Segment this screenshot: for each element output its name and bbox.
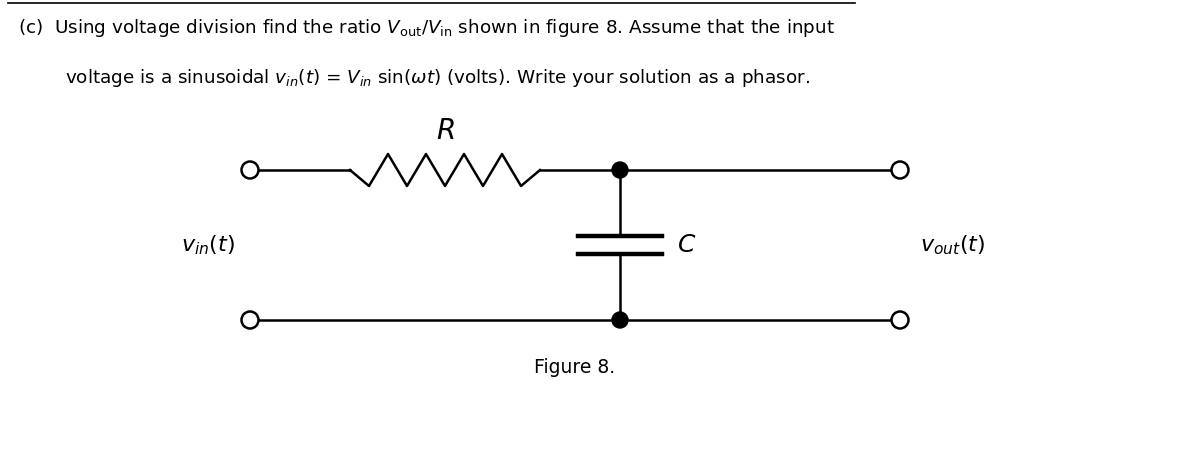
Text: voltage is a sinusoidal $v_{in}(t)$ = $V_{in}$ sin($\omega t$) (volts). Write yo: voltage is a sinusoidal $v_{in}(t)$ = $V… xyxy=(65,67,810,89)
Circle shape xyxy=(612,162,628,178)
Circle shape xyxy=(241,162,258,178)
Text: $C$: $C$ xyxy=(677,233,696,257)
Text: $v_{in}(t)$: $v_{in}(t)$ xyxy=(181,233,235,257)
Circle shape xyxy=(892,162,908,178)
Circle shape xyxy=(612,312,628,328)
Text: (c)  Using voltage division find the ratio $V_\mathrm{out}$/$V_\mathrm{in}$ show: (c) Using voltage division find the rati… xyxy=(18,17,835,39)
Text: $v_{out}(t)$: $v_{out}(t)$ xyxy=(920,233,985,257)
Text: Figure 8.: Figure 8. xyxy=(534,358,616,377)
Text: $R$: $R$ xyxy=(436,118,455,145)
Circle shape xyxy=(241,312,258,329)
Circle shape xyxy=(892,312,908,329)
